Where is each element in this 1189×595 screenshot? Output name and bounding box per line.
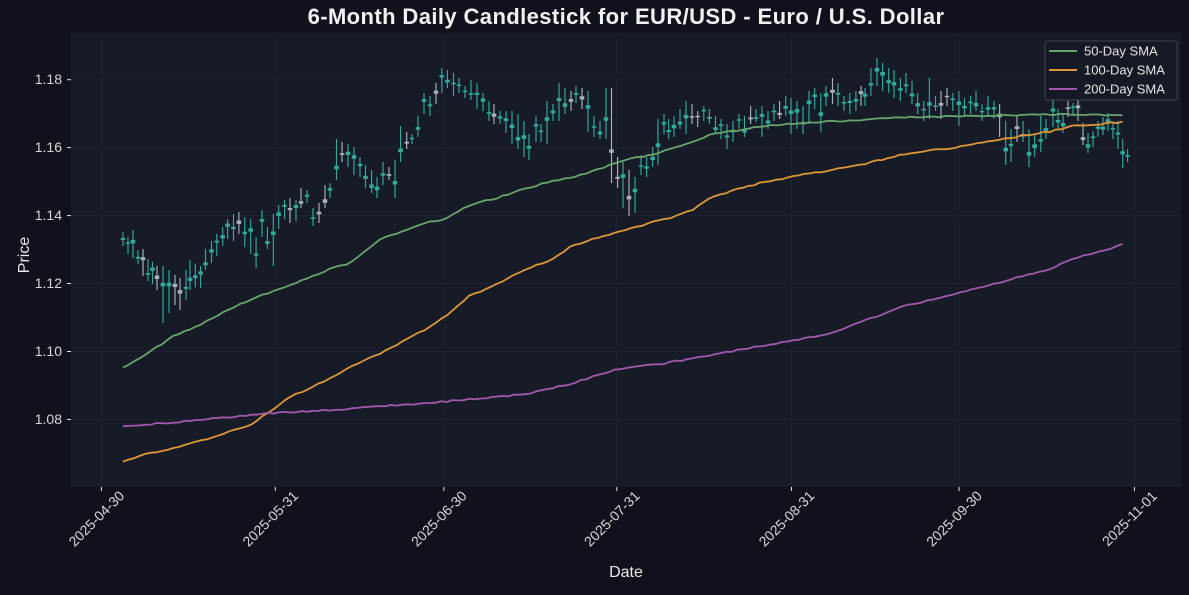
svg-text:100-Day SMA: 100-Day SMA bbox=[1084, 63, 1165, 78]
svg-text:Date: Date bbox=[609, 564, 643, 581]
svg-text:1.18: 1.18 bbox=[35, 71, 62, 87]
svg-text:6-Month Daily Candlestick for: 6-Month Daily Candlestick for EUR/USD - … bbox=[308, 4, 945, 29]
svg-text:50-Day SMA: 50-Day SMA bbox=[1084, 44, 1158, 59]
svg-text:Price: Price bbox=[16, 237, 33, 274]
svg-text:1.14: 1.14 bbox=[35, 207, 62, 223]
svg-text:200-Day SMA: 200-Day SMA bbox=[1084, 82, 1165, 97]
svg-text:1.16: 1.16 bbox=[35, 139, 62, 155]
svg-text:1.12: 1.12 bbox=[35, 275, 62, 291]
svg-text:1.08: 1.08 bbox=[35, 411, 62, 427]
svg-text:1.10: 1.10 bbox=[35, 343, 62, 359]
